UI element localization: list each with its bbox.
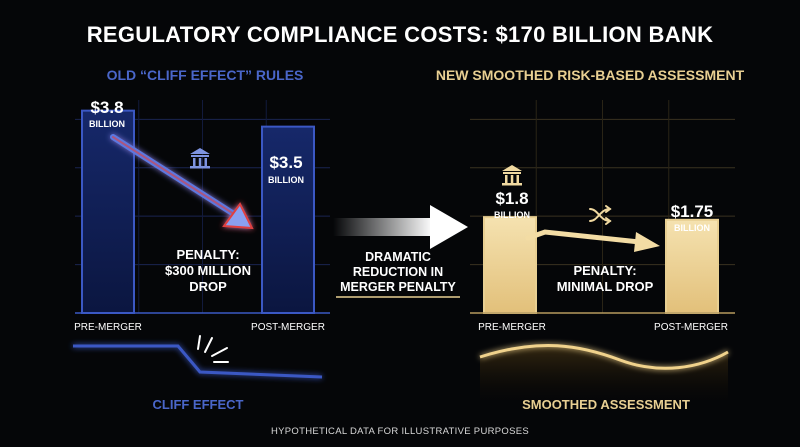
panel-title-old: OLD “CLIFF EFFECT” RULES	[106, 67, 304, 83]
footer-cliff-effect: CLIFF EFFECT	[152, 397, 244, 412]
center-note-line-3: MERGER PENALTY	[340, 280, 456, 294]
crack-icon	[197, 335, 229, 363]
data-unit-new-post: BILLION	[674, 223, 710, 233]
penalty-new-line-1: PENALTY:	[573, 263, 637, 278]
disclaimer-note: HYPOTHETICAL DATA FOR ILLUSTRATIVE PURPO…	[270, 426, 529, 437]
bank-icon	[190, 148, 210, 169]
bars-right	[483, 216, 719, 314]
smooth-arrow-icon	[525, 229, 660, 252]
shuffle-icon	[589, 205, 612, 225]
footer-smoothed-assessment: SMOOTHED ASSESSMENT	[522, 397, 690, 412]
bar-new-post-merger	[665, 218, 719, 314]
tick-label-old-pre: PRE-MERGER	[74, 322, 142, 333]
center-note-line-2: REDUCTION IN	[352, 265, 444, 279]
data-unit-new-pre: BILLION	[494, 210, 530, 220]
data-unit-old-pre: BILLION	[89, 119, 125, 129]
penalty-old-line-2: $300 MILLION	[165, 263, 251, 278]
center-arrow-icon	[333, 205, 468, 249]
cliff-line	[73, 344, 323, 379]
bar-old-post-merger	[261, 125, 315, 314]
penalty-old-line-3: DROP	[189, 279, 227, 294]
tick-label-new-pre: PRE-MERGER	[478, 322, 546, 333]
tick-label-new-post: POST-MERGER	[654, 322, 728, 333]
data-label-new-pre: $1.8	[495, 189, 529, 208]
bar-new-pre-merger	[483, 216, 537, 314]
bank-icon	[502, 165, 522, 186]
penalty-note-old: PENALTY: $300 MILLION DROP	[148, 247, 268, 295]
penalty-note-new: PENALTY: MINIMAL DROP	[540, 263, 670, 295]
data-label-old-pre: $3.8	[90, 98, 124, 117]
penalty-old-line-1: PENALTY:	[176, 247, 240, 262]
panel-title-new: NEW SMOOTHED RISK-BASED ASSESSMENT	[435, 67, 745, 83]
chart-title: REGULATORY COMPLIANCE COSTS: $170 BILLIO…	[86, 22, 714, 47]
center-note-line-1: DRAMATIC	[365, 250, 431, 264]
data-unit-old-post: BILLION	[268, 175, 304, 185]
tick-label-old-post: POST-MERGER	[251, 322, 325, 333]
data-label-new-post: $1.75	[670, 202, 714, 221]
penalty-new-line-2: MINIMAL DROP	[556, 279, 654, 294]
center-note: DRAMATIC REDUCTION IN MERGER PENALTY	[333, 250, 463, 295]
smooth-wave	[479, 344, 729, 400]
penalty-arrow-icon	[110, 134, 254, 230]
bar-old-pre-merger	[81, 109, 135, 315]
data-label-old-post: $3.5	[269, 153, 303, 172]
